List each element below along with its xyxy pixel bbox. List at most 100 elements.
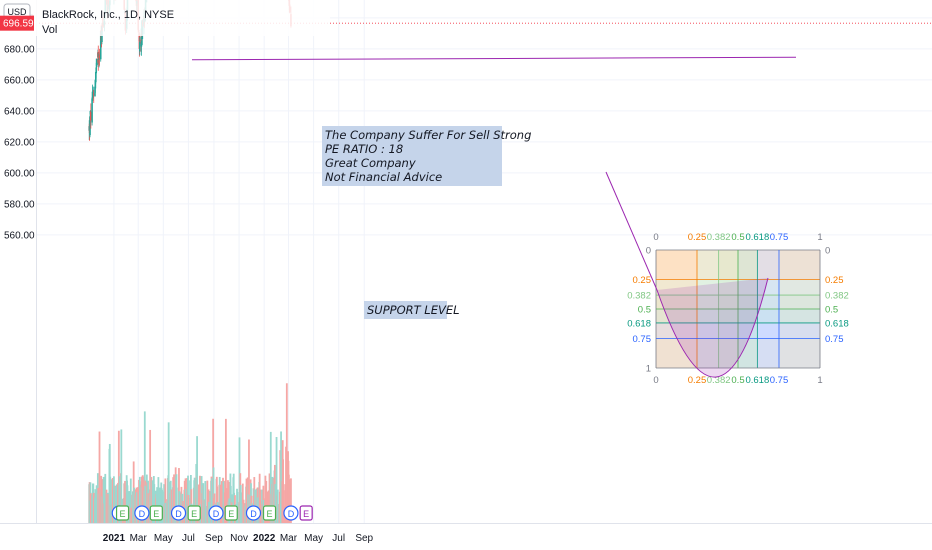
earnings-marker[interactable]: E — [149, 505, 163, 521]
fib-left-label: 0.618 — [627, 318, 651, 329]
dividend-marker[interactable]: D — [283, 505, 299, 521]
earnings-marker[interactable]: E — [115, 505, 130, 521]
volume-bar — [224, 418, 227, 523]
fib-bottom-label: 0.75 — [770, 375, 789, 386]
volume-bar — [95, 485, 98, 523]
x-tick-label: Mar — [130, 533, 148, 544]
volume-bar — [280, 431, 282, 523]
candle-body — [98, 55, 101, 59]
dividend-marker[interactable]: D — [170, 505, 187, 521]
volume-bar — [104, 473, 107, 523]
dividend-marker[interactable]: D — [208, 505, 224, 521]
fib-top-label: 0.75 — [770, 232, 789, 243]
fib-right-label: 0.25 — [825, 275, 844, 286]
volume-bar — [185, 488, 187, 523]
volume-bar — [101, 479, 104, 523]
volume-marker-label: D — [288, 509, 295, 519]
volume-bar — [239, 485, 242, 523]
candle-body — [90, 111, 92, 121]
fib-left-label: 0.5 — [638, 305, 651, 316]
y-tick-label: 660.00 — [4, 75, 35, 86]
candle-body — [99, 31, 102, 60]
earnings-marker[interactable]: E — [224, 505, 238, 521]
volume-bar — [141, 475, 144, 523]
volume-marker-label: E — [303, 509, 309, 519]
volume-marker-label: E — [191, 509, 197, 519]
volume-bar — [98, 431, 101, 523]
x-axis[interactable]: 2021 Mar May Jul Sep Nov 2022 Mar May Jul Sep — [0, 523, 932, 545]
fib-box[interactable]: 0 0.25 0.382 0.5 0.618 0.75 10 0.25 0.382 0.5 0.61… — [627, 232, 849, 386]
candle-body — [91, 98, 93, 123]
volume-marker-label: E — [153, 509, 159, 519]
x-tick-label: Sep — [355, 533, 373, 544]
note-line: Not Financial Advice — [325, 170, 442, 184]
last-price-bg — [0, 15, 34, 31]
fib-top-label: 0.382 — [707, 232, 731, 243]
support-line[interactable] — [191, 56, 797, 61]
fib-top-label: 0.5 — [731, 232, 744, 243]
volume-bar — [173, 474, 175, 523]
dividend-marker[interactable]: D — [245, 505, 262, 521]
note-line: The Company Suffer For Sell Strong — [325, 128, 531, 142]
candle-body — [139, 42, 141, 52]
candle-body — [95, 58, 98, 67]
x-tick-label: 2022 — [253, 533, 276, 544]
fib-bottom-label: 0.5 — [731, 375, 744, 386]
fib-left-label: 1 — [646, 364, 651, 375]
volume-bar — [193, 477, 196, 523]
dividend-marker[interactable]: D — [134, 505, 150, 521]
candle-body — [92, 93, 95, 95]
y-tick-label: 560.00 — [4, 230, 35, 241]
fib-right-label: 0.382 — [825, 291, 849, 302]
fib-right-label: 0.5 — [825, 305, 838, 316]
volume-bar — [222, 481, 225, 523]
note-line: Great Company — [325, 156, 416, 170]
chart-title: BlackRock, Inc., 1D, NYSE — [42, 9, 174, 21]
earnings-marker-box — [262, 505, 277, 521]
x-tick-label: Sep — [205, 533, 223, 544]
support-label-bg — [364, 301, 447, 319]
volume-marker-label: E — [267, 509, 273, 519]
volume-bar — [143, 411, 146, 523]
earnings-marker[interactable]: E — [262, 505, 277, 521]
volume-label: Vol — [42, 24, 57, 36]
earnings-marker-box — [115, 505, 130, 521]
volume-bar — [164, 478, 167, 523]
trend-line[interactable] — [605, 171, 658, 291]
candle-body — [92, 93, 95, 95]
volume-bar — [167, 422, 170, 523]
volume-bar — [89, 493, 92, 523]
volume-bar — [153, 484, 156, 523]
candle-body — [97, 51, 100, 63]
volume-markers: DEDEDEDEDEDE — [111, 505, 313, 521]
earnings-marker-box — [149, 505, 163, 521]
drawings[interactable]: SUPPORT LEVEL The Company Suffer For Sell… — [191, 56, 797, 378]
volume-bar — [268, 473, 271, 523]
x-tick-label: May — [154, 533, 173, 544]
y-axis-bg — [0, 0, 36, 523]
volume-bar — [269, 431, 272, 523]
candle-body — [94, 71, 97, 79]
note-bg — [322, 126, 502, 186]
volume-bar — [130, 507, 133, 523]
support-label: SUPPORT LEVEL — [367, 303, 460, 317]
candle-body — [91, 91, 94, 99]
fib-top-label: 0.25 — [688, 232, 707, 243]
volume-bar — [129, 478, 132, 523]
y-axis[interactable]: 860.00840.00820.00800.00780.00760.00740.… — [0, 0, 37, 523]
earnings-marker[interactable]: E — [299, 505, 313, 521]
support-label-box[interactable]: SUPPORT LEVEL — [364, 301, 460, 319]
volume-bar — [157, 477, 160, 523]
volume-marker-label: D — [213, 509, 220, 519]
volume-bar — [196, 436, 198, 523]
volume-bar — [245, 478, 248, 523]
fib-bottom-label: 0 — [653, 375, 658, 386]
fib-left-label: 0 — [646, 246, 651, 257]
volume-bar — [202, 483, 205, 523]
fib-bottom-label: 1 — [817, 375, 822, 386]
earnings-marker[interactable]: E — [187, 505, 201, 521]
fib-right-label: 0.75 — [825, 334, 844, 345]
candle-body — [97, 60, 100, 63]
